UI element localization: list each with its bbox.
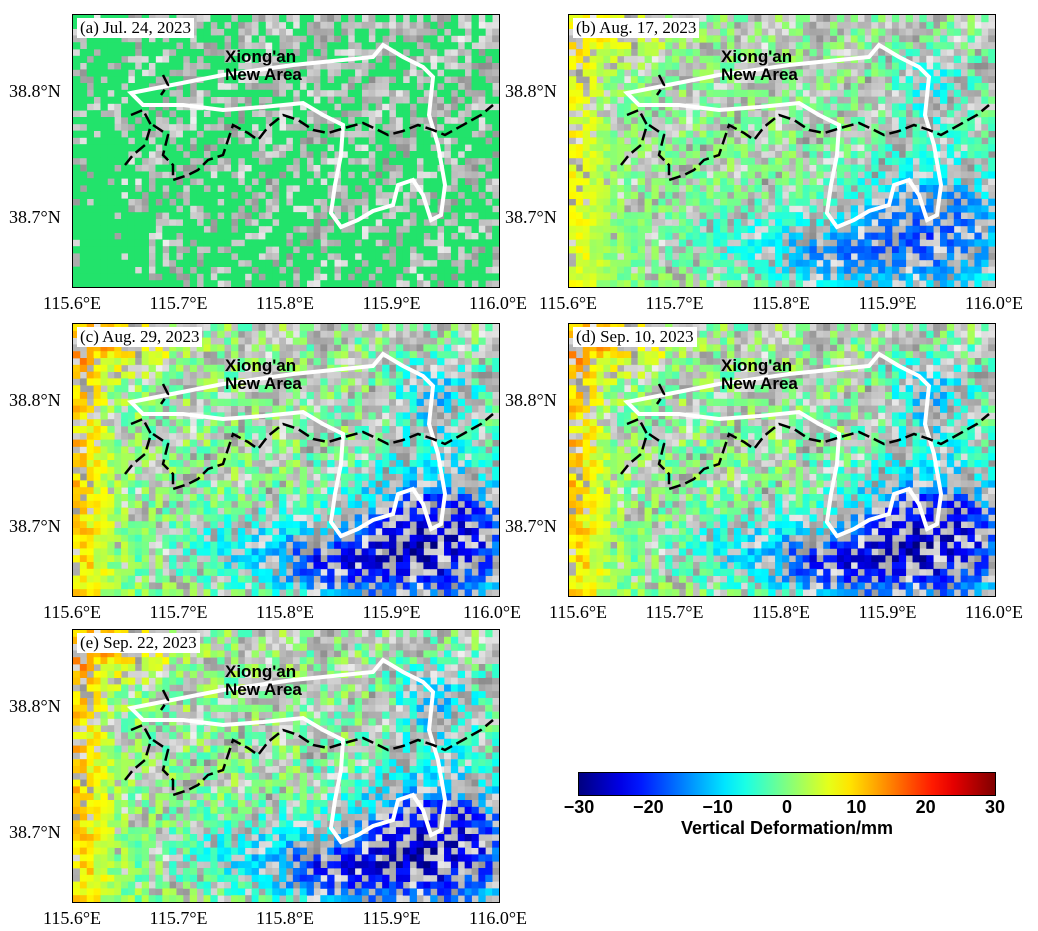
x-tick-label: 115.8°E — [255, 602, 315, 622]
y-tick-label: 38.8°N — [505, 390, 557, 410]
deformation-pixels — [73, 15, 499, 287]
x-tick-label: 115.6°E — [538, 293, 598, 313]
colorbar-tick-label: 20 — [915, 797, 936, 817]
y-tick-label: 38.7°N — [9, 207, 61, 227]
region-label-line2: New Area — [225, 680, 302, 699]
colorbar-tick-label: 10 — [846, 797, 867, 817]
map-frame: (e) Sep. 22, 2023 Xiong'an New Area — [72, 629, 500, 903]
colorbar-tick-label: 30 — [984, 797, 1006, 817]
region-label: Xiong'an New Area — [225, 48, 302, 84]
colorbar-tick-label: −10 — [702, 797, 733, 817]
panel-label: (e) Sep. 22, 2023 — [77, 633, 200, 653]
region-label: Xiong'an New Area — [225, 663, 302, 699]
y-tick-label: 38.7°N — [505, 516, 557, 536]
region-label-line2: New Area — [721, 374, 798, 393]
x-tick-label: 115.9°E — [858, 602, 917, 622]
county-boundary — [620, 74, 990, 182]
x-tick-label: 115.6°E — [42, 293, 102, 313]
deformation-pixels — [73, 630, 499, 902]
y-tick-label: 38.8°N — [9, 81, 61, 101]
map-frame: (c) Aug. 29, 2023 Xiong'an New Area — [72, 323, 500, 597]
x-tick-label: 116.0°E — [964, 293, 1024, 313]
region-label-line2: New Area — [721, 65, 798, 84]
panel-label: (c) Aug. 29, 2023 — [77, 327, 203, 347]
x-tick-label: 115.8°E — [751, 293, 811, 313]
x-tick-label: 116.0°E — [468, 908, 528, 928]
xiongan-boundary — [126, 42, 448, 230]
y-tick-label: 38.7°N — [9, 822, 61, 842]
x-tick-label: 115.7°E — [149, 293, 208, 313]
x-tick-label: 115.8°E — [255, 293, 315, 313]
colorbar — [578, 772, 996, 796]
x-tick-label: 115.6°E — [548, 602, 608, 622]
colorbar-tick-label: −30 — [563, 797, 595, 817]
x-tick-label: 115.9°E — [362, 602, 421, 622]
region-label-line1: Xiong'an — [721, 47, 793, 66]
x-tick-label: 115.7°E — [149, 908, 208, 928]
y-tick-label: 38.8°N — [505, 81, 557, 101]
map-frame: (a) Jul. 24, 2023 Xiong'an New Area — [72, 14, 500, 288]
colorbar-tick-label: 0 — [781, 797, 793, 817]
county-boundary — [124, 74, 494, 182]
x-tick-label: 115.9°E — [858, 293, 917, 313]
panel-label: (a) Jul. 24, 2023 — [77, 18, 194, 38]
y-tick-label: 38.7°N — [9, 516, 61, 536]
y-tick-label: 38.7°N — [505, 207, 557, 227]
x-tick-label: 115.6°E — [42, 602, 102, 622]
x-tick-label: 115.9°E — [362, 293, 421, 313]
map-frame: (d) Sep. 10, 2023 Xiong'an New Area — [568, 323, 996, 597]
region-label-line2: New Area — [225, 65, 302, 84]
x-tick-label: 115.7°E — [645, 602, 704, 622]
x-tick-label: 115.7°E — [645, 293, 704, 313]
colorbar-tick-label: −20 — [633, 797, 664, 817]
deformation-map — [73, 630, 499, 902]
county-boundary — [124, 383, 494, 491]
deformation-pixels — [569, 324, 995, 596]
x-tick-label: 116.0°E — [462, 602, 522, 622]
x-tick-label: 116.0°E — [468, 293, 528, 313]
colorbar-label: Vertical Deformation/mm — [680, 818, 894, 838]
y-tick-label: 38.8°N — [9, 696, 61, 716]
x-tick-label: 115.8°E — [751, 602, 811, 622]
panel-label: (d) Sep. 10, 2023 — [573, 327, 697, 347]
region-label-line1: Xiong'an — [225, 356, 297, 375]
x-tick-label: 115.8°E — [255, 908, 315, 928]
y-tick-label: 38.8°N — [9, 390, 61, 410]
region-label-line1: Xiong'an — [721, 356, 793, 375]
region-label: Xiong'an New Area — [225, 357, 302, 393]
xiongan-boundary — [126, 351, 448, 539]
panel-label: (b) Aug. 17, 2023 — [573, 18, 700, 38]
x-tick-label: 115.6°E — [42, 908, 102, 928]
county-boundary — [124, 689, 494, 797]
x-tick-label: 116.0°E — [964, 602, 1024, 622]
deformation-map — [73, 15, 499, 287]
x-tick-label: 115.7°E — [149, 602, 208, 622]
region-label-line1: Xiong'an — [225, 662, 297, 681]
county-boundary — [620, 383, 990, 491]
region-label-line2: New Area — [225, 374, 302, 393]
xiongan-boundary — [126, 657, 448, 845]
region-label: Xiong'an New Area — [721, 357, 798, 393]
region-label-line1: Xiong'an — [225, 47, 297, 66]
x-tick-label: 115.9°E — [362, 908, 421, 928]
xiongan-boundary — [622, 351, 944, 539]
region-label: Xiong'an New Area — [721, 48, 798, 84]
map-frame: (b) Aug. 17, 2023 Xiong'an New Area — [568, 14, 996, 288]
xiongan-boundary — [622, 42, 944, 230]
